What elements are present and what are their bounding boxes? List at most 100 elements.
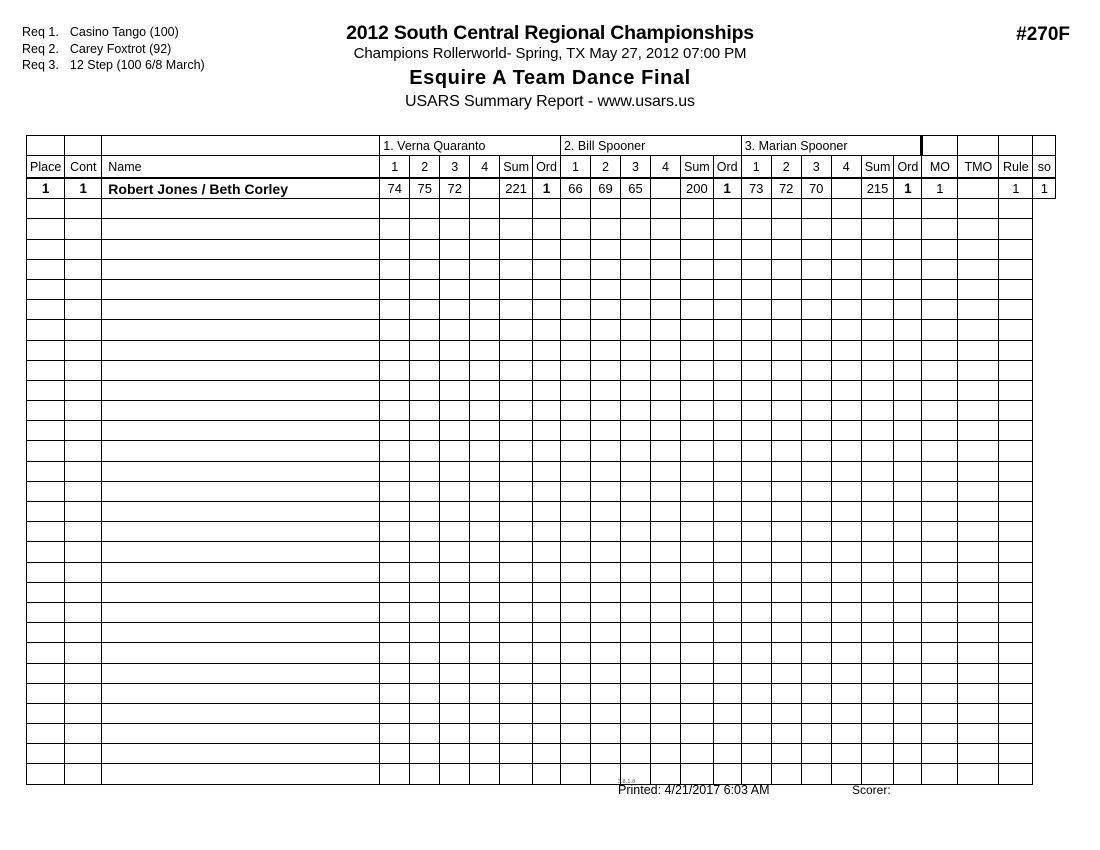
table-row[interactable] (25, 480, 1056, 503)
table-cell (499, 359, 533, 381)
table-cell (64, 622, 103, 644)
table-cell (589, 743, 621, 765)
table-cell (770, 561, 802, 583)
table-cell (740, 440, 772, 462)
table-cell (921, 299, 959, 321)
table-cell (64, 763, 103, 785)
header-j2-s3: 3 (619, 155, 651, 179)
table-row[interactable] (25, 763, 1056, 785)
table-cell (860, 238, 895, 260)
table-row[interactable] (25, 440, 1056, 462)
table-row[interactable] (25, 379, 1056, 402)
table-row[interactable] (25, 218, 1056, 240)
table-cell (619, 662, 651, 684)
table-cell (469, 400, 501, 422)
table-cell (559, 480, 591, 503)
table-row[interactable] (25, 581, 1056, 603)
cell-j3-s3: 70 (800, 177, 832, 200)
table-cell (921, 218, 959, 240)
table-cell (740, 601, 772, 624)
table-row[interactable] (25, 521, 1056, 543)
table-cell (770, 541, 802, 563)
table-cell (439, 359, 471, 381)
table-cell (101, 480, 381, 503)
table-cell (469, 662, 501, 684)
table-cell (409, 359, 441, 381)
table-cell (830, 460, 862, 482)
table-cell (439, 299, 471, 321)
table-cell (893, 581, 923, 603)
table-row[interactable] (25, 743, 1056, 765)
table-row[interactable] (25, 500, 1056, 523)
table-cell (860, 460, 895, 482)
header-place: Place (25, 155, 66, 179)
table-cell (800, 642, 832, 664)
table-row[interactable] (25, 319, 1056, 341)
table-row[interactable] (25, 702, 1056, 725)
table-cell (101, 258, 381, 280)
table-cell (409, 258, 441, 280)
table-cell (679, 400, 714, 422)
table-cell (740, 662, 772, 684)
table-cell (957, 359, 1000, 381)
table-row[interactable] (25, 561, 1056, 583)
requirement-number: 1. (48, 25, 59, 39)
table-row[interactable] (25, 359, 1056, 381)
table-row[interactable] (25, 299, 1056, 321)
table-cell (589, 400, 621, 422)
table-row[interactable] (25, 400, 1056, 422)
requirement-item: Req 1. Casino Tango (100) (22, 24, 205, 41)
table-row[interactable] (25, 258, 1056, 280)
table-cell (469, 238, 501, 260)
table-cell (830, 238, 862, 260)
report-header: 2012 South Central Regional Championship… (150, 22, 950, 112)
table-cell (800, 258, 832, 280)
table-cell (998, 521, 1034, 543)
table-row[interactable] (25, 642, 1056, 664)
table-row[interactable] (25, 339, 1056, 361)
table-row[interactable] (25, 682, 1056, 704)
table-row[interactable] (25, 420, 1056, 442)
table-row[interactable] (25, 622, 1056, 644)
table-cell (649, 258, 681, 280)
table-cell (64, 561, 103, 583)
table-cell (830, 743, 862, 765)
table-cell (998, 379, 1034, 402)
table-row[interactable] (25, 723, 1056, 745)
table-row[interactable]: 1 1 Robert Jones / Beth Corley 74 75 72 … (25, 177, 1057, 200)
table-row[interactable] (25, 460, 1056, 482)
table-cell (679, 420, 714, 442)
table-cell (679, 319, 714, 341)
table-row[interactable] (25, 278, 1056, 301)
table-cell (101, 440, 381, 462)
table-cell (770, 440, 802, 462)
table-cell (649, 642, 681, 664)
table-cell (559, 319, 591, 341)
table-row[interactable] (25, 662, 1056, 684)
table-row[interactable] (25, 541, 1056, 563)
table-row[interactable] (25, 198, 1056, 220)
table-cell (499, 339, 533, 361)
table-cell (619, 723, 651, 745)
table-cell (439, 339, 471, 361)
table-cell (499, 278, 533, 301)
table-cell (409, 521, 441, 543)
table-cell (770, 258, 802, 280)
table-cell (409, 642, 441, 664)
table-cell (531, 702, 561, 725)
table-cell (921, 702, 959, 725)
table-cell (25, 480, 66, 503)
table-cell (957, 278, 1000, 301)
table-cell (379, 622, 411, 644)
table-cell (379, 723, 411, 745)
table-cell (712, 460, 742, 482)
table-cell (921, 339, 959, 361)
scorer-label: Scorer: (852, 783, 891, 797)
table-row[interactable] (25, 601, 1056, 624)
table-row[interactable] (25, 238, 1056, 260)
table-cell (770, 581, 802, 603)
table-cell (740, 278, 772, 301)
table-cell (619, 642, 651, 664)
table-cell (740, 521, 772, 543)
table-cell (860, 339, 895, 361)
